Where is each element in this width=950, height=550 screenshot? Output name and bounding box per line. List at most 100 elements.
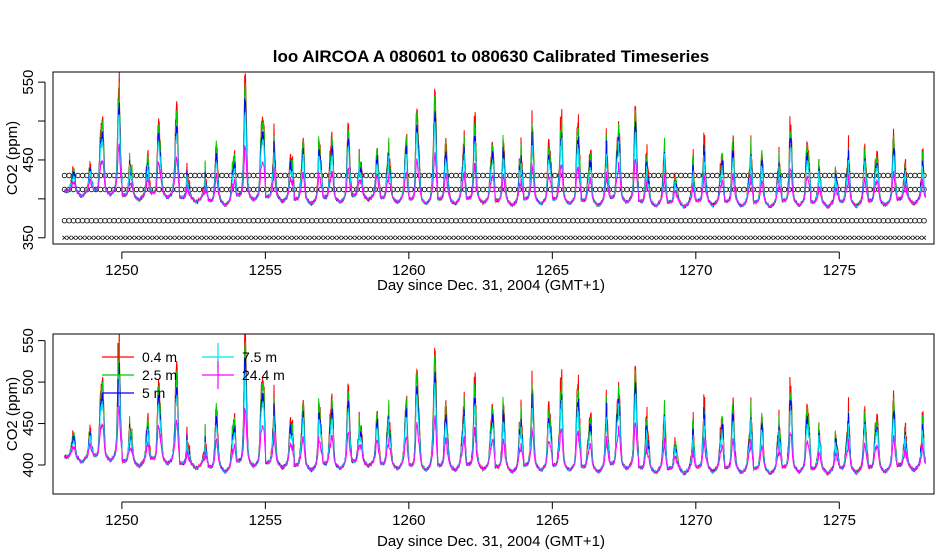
reference-marker — [556, 217, 563, 224]
reference-marker — [885, 235, 891, 241]
reference-marker — [489, 217, 495, 224]
reference-marker — [462, 235, 468, 241]
reference-marker — [867, 235, 873, 241]
y-axis: 400 450 500 550 — [20, 328, 46, 478]
reference-marker — [907, 186, 914, 193]
reference-marker — [512, 235, 517, 241]
reference-marker — [732, 217, 738, 224]
reference-marker — [192, 235, 198, 241]
reference-marker — [813, 217, 819, 224]
x-tick-label: 1270 — [679, 512, 712, 529]
x-tick-label: 1275 — [823, 512, 856, 529]
reference-marker — [719, 235, 724, 241]
legend-label: 0.4 m — [142, 349, 177, 365]
reference-marker — [579, 217, 585, 224]
reference-marker — [426, 235, 432, 241]
reference-marker — [818, 235, 823, 241]
reference-marker — [426, 172, 432, 179]
reference-marker — [511, 186, 518, 193]
chart-title: loo AIRCOA A 080601 to 080630 Calibrated… — [273, 47, 710, 66]
reference-marker — [412, 217, 419, 224]
reference-marker — [592, 217, 599, 224]
reference-marker — [673, 217, 680, 224]
reference-marker — [885, 217, 891, 224]
reference-marker — [399, 235, 405, 241]
reference-marker — [129, 235, 135, 241]
reference-marker — [912, 172, 918, 179]
reference-marker — [161, 235, 166, 241]
reference-marker — [147, 235, 153, 241]
reference-marker — [237, 172, 243, 179]
reference-marker — [106, 172, 113, 179]
reference-marker — [890, 235, 895, 241]
reference-marker — [449, 235, 454, 241]
reference-marker — [426, 217, 432, 224]
reference-marker — [421, 186, 428, 193]
reference-marker — [210, 217, 216, 224]
reference-marker — [565, 217, 572, 224]
reference-marker — [826, 186, 833, 193]
reference-marker — [215, 235, 220, 241]
reference-marker — [340, 217, 347, 224]
reference-marker — [138, 217, 144, 224]
reference-marker — [885, 186, 891, 193]
reference-marker — [417, 235, 423, 241]
reference-marker — [192, 186, 198, 193]
reference-marker — [674, 235, 679, 241]
reference-marker — [61, 172, 68, 179]
reference-marker — [507, 186, 513, 193]
reference-marker — [309, 172, 315, 179]
reference-marker — [511, 172, 518, 179]
reference-marker — [880, 186, 887, 193]
reference-marker — [332, 235, 337, 241]
bottom-panel: 1250 1255 1260 1265 1270 1275 400 450 500 550 0.… — [4, 328, 935, 550]
reference-marker — [115, 186, 122, 193]
reference-marker — [597, 217, 603, 224]
reference-marker — [853, 186, 860, 193]
reference-marker — [138, 235, 144, 241]
reference-marker — [687, 235, 693, 241]
x-tick-label: 1260 — [392, 512, 425, 529]
reference-marker — [372, 217, 378, 224]
reference-marker — [610, 172, 617, 179]
reference-marker — [579, 235, 585, 241]
reference-marker — [314, 235, 319, 241]
x-tick-label: 1265 — [536, 512, 569, 529]
reference-marker — [354, 217, 360, 224]
reference-marker — [75, 235, 81, 241]
reference-marker — [125, 235, 130, 241]
reference-marker — [309, 186, 315, 193]
reference-marker — [723, 172, 729, 179]
reference-marker — [835, 217, 842, 224]
reference-marker — [183, 217, 189, 224]
reference-marker — [903, 235, 909, 241]
reference-marker — [727, 217, 734, 224]
reference-marker — [102, 235, 108, 241]
reference-marker — [849, 235, 855, 241]
reference-marker — [565, 172, 572, 179]
reference-marker — [557, 235, 562, 241]
reference-marker — [696, 186, 702, 193]
reference-marker — [655, 186, 662, 193]
reference-marker — [66, 235, 72, 241]
x-axis-label: Day since Dec. 31, 2004 (GMT+1) — [377, 533, 605, 550]
reference-marker — [678, 217, 684, 224]
reference-marker — [651, 172, 657, 179]
reference-marker — [93, 172, 99, 179]
reference-marker — [156, 235, 162, 241]
reference-marker — [277, 172, 284, 179]
reference-marker — [421, 217, 428, 224]
reference-marker — [399, 172, 405, 179]
x-axis: 1250 1255 1260 1265 1270 1275 — [105, 501, 856, 529]
reference-marker — [250, 172, 257, 179]
reference-marker — [269, 235, 274, 241]
reference-marker — [624, 217, 630, 224]
reference-marker — [448, 217, 455, 224]
reference-marker — [772, 217, 779, 224]
reference-marker — [678, 186, 684, 193]
reference-marker — [777, 235, 783, 241]
reference-marker — [849, 217, 855, 224]
reference-marker — [651, 186, 657, 193]
reference-marker — [341, 235, 346, 241]
reference-marker — [768, 235, 774, 241]
